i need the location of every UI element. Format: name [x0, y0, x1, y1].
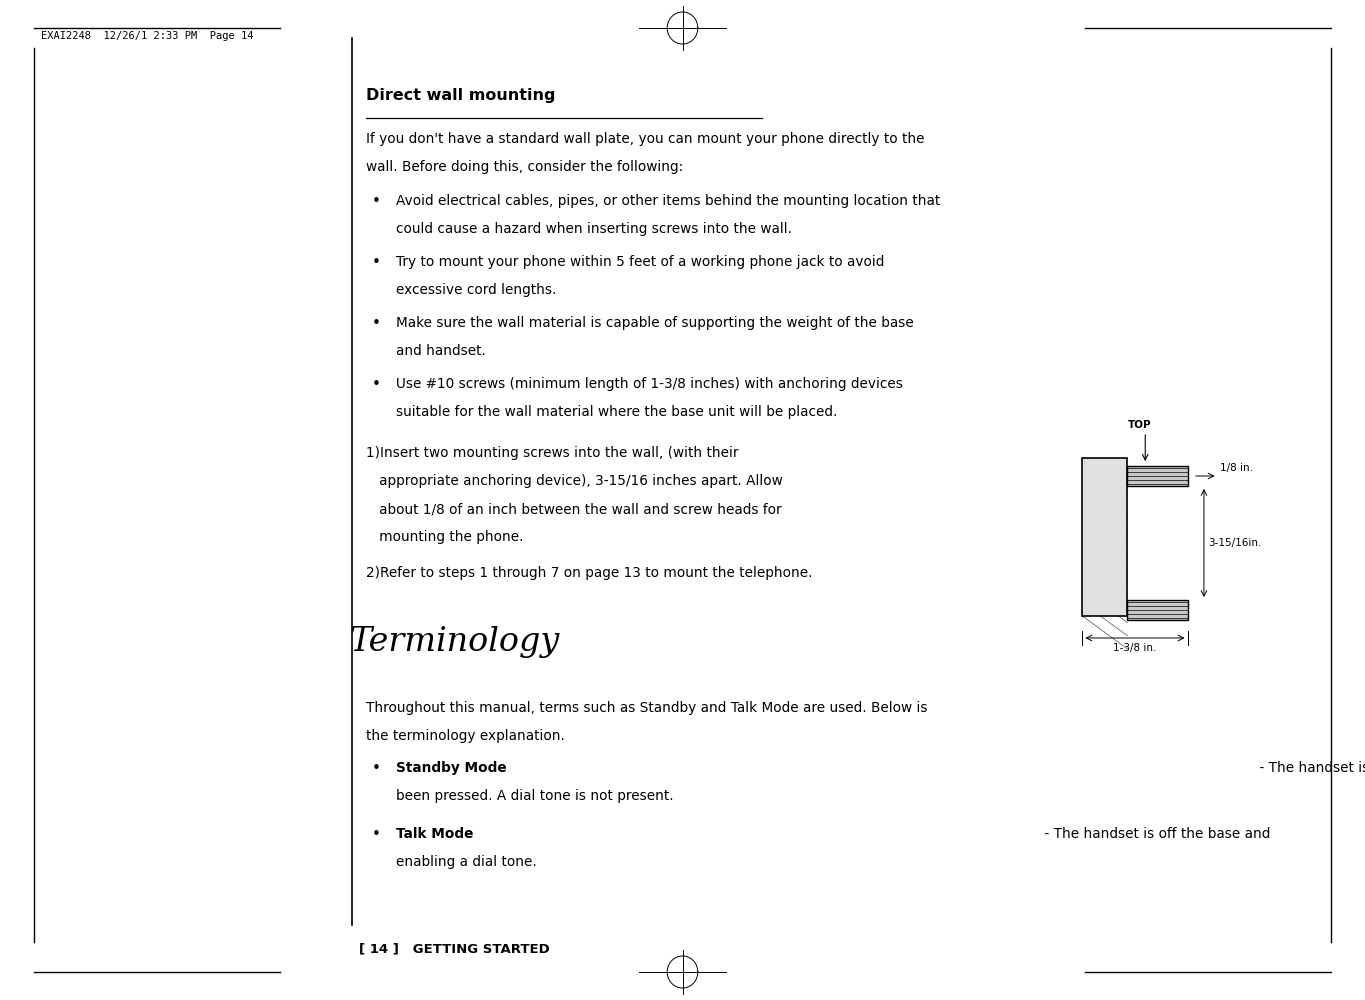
Text: the terminology explanation.: the terminology explanation. [366, 729, 565, 743]
Text: about 1/8 of an inch between the wall and screw heads for: about 1/8 of an inch between the wall an… [366, 502, 781, 516]
Text: excessive cord lengths.: excessive cord lengths. [396, 283, 556, 297]
Text: mounting the phone.: mounting the phone. [366, 530, 523, 544]
Bar [1082, 458, 1127, 616]
Text: If you don't have a standard wall plate, you can mount your phone directly to th: If you don't have a standard wall plate,… [366, 132, 924, 146]
Bar [1127, 466, 1188, 486]
Text: Use #10 screws (minimum length of 1-3/8 inches) with anchoring devices: Use #10 screws (minimum length of 1-3/8 … [396, 377, 902, 391]
Text: Direct wall mounting: Direct wall mounting [366, 88, 556, 103]
Text: Standby Mode: Standby Mode [396, 761, 506, 775]
Text: Terminology: Terminology [349, 626, 560, 658]
Text: could cause a hazard when inserting screws into the wall.: could cause a hazard when inserting scre… [396, 222, 792, 236]
Text: suitable for the wall material where the base unit will be placed.: suitable for the wall material where the… [396, 405, 837, 419]
Text: Talk Mode: Talk Mode [396, 827, 474, 841]
Text: 1-3/8 in.: 1-3/8 in. [1114, 643, 1156, 653]
Text: - The handset is not in use, off the base, and: - The handset is not in use, off the bas… [1254, 761, 1365, 775]
Text: and handset.: and handset. [396, 344, 486, 358]
Text: TOP: TOP [1127, 420, 1152, 430]
Text: - The handset is off the base and: - The handset is off the base and [1040, 827, 1275, 841]
Text: 1/8 in.: 1/8 in. [1220, 463, 1253, 473]
Text: Try to mount your phone within 5 feet of a working phone jack to avoid: Try to mount your phone within 5 feet of… [396, 255, 885, 269]
Text: been pressed. A dial tone is not present.: been pressed. A dial tone is not present… [396, 789, 673, 803]
Text: •: • [371, 194, 381, 209]
Text: •: • [371, 255, 381, 270]
Text: enabling a dial tone.: enabling a dial tone. [396, 855, 536, 869]
Text: [ 14 ]   GETTING STARTED: [ 14 ] GETTING STARTED [359, 942, 550, 955]
Text: •: • [371, 761, 381, 776]
Text: Make sure the wall material is capable of supporting the weight of the base: Make sure the wall material is capable o… [396, 316, 913, 330]
Text: •: • [371, 827, 381, 842]
Text: 3-15/16in.: 3-15/16in. [1208, 538, 1261, 548]
Text: •: • [371, 316, 381, 331]
Text: appropriate anchoring device), 3-15/16 inches apart. Allow: appropriate anchoring device), 3-15/16 i… [366, 474, 782, 488]
Text: •: • [371, 377, 381, 392]
Text: EXAI2248  12/26/1 2:33 PM  Page 14: EXAI2248 12/26/1 2:33 PM Page 14 [41, 31, 254, 41]
Text: 2)Refer to steps 1 through 7 on page 13 to mount the telephone.: 2)Refer to steps 1 through 7 on page 13 … [366, 566, 812, 580]
Text: Avoid electrical cables, pipes, or other items behind the mounting location that: Avoid electrical cables, pipes, or other… [396, 194, 940, 208]
Text: 1)Insert two mounting screws into the wall, (with their: 1)Insert two mounting screws into the wa… [366, 446, 738, 460]
Bar [1127, 600, 1188, 620]
Text: wall. Before doing this, consider the following:: wall. Before doing this, consider the fo… [366, 160, 682, 174]
Text: Throughout this manual, terms such as Standby and Talk Mode are used. Below is: Throughout this manual, terms such as St… [366, 701, 927, 715]
